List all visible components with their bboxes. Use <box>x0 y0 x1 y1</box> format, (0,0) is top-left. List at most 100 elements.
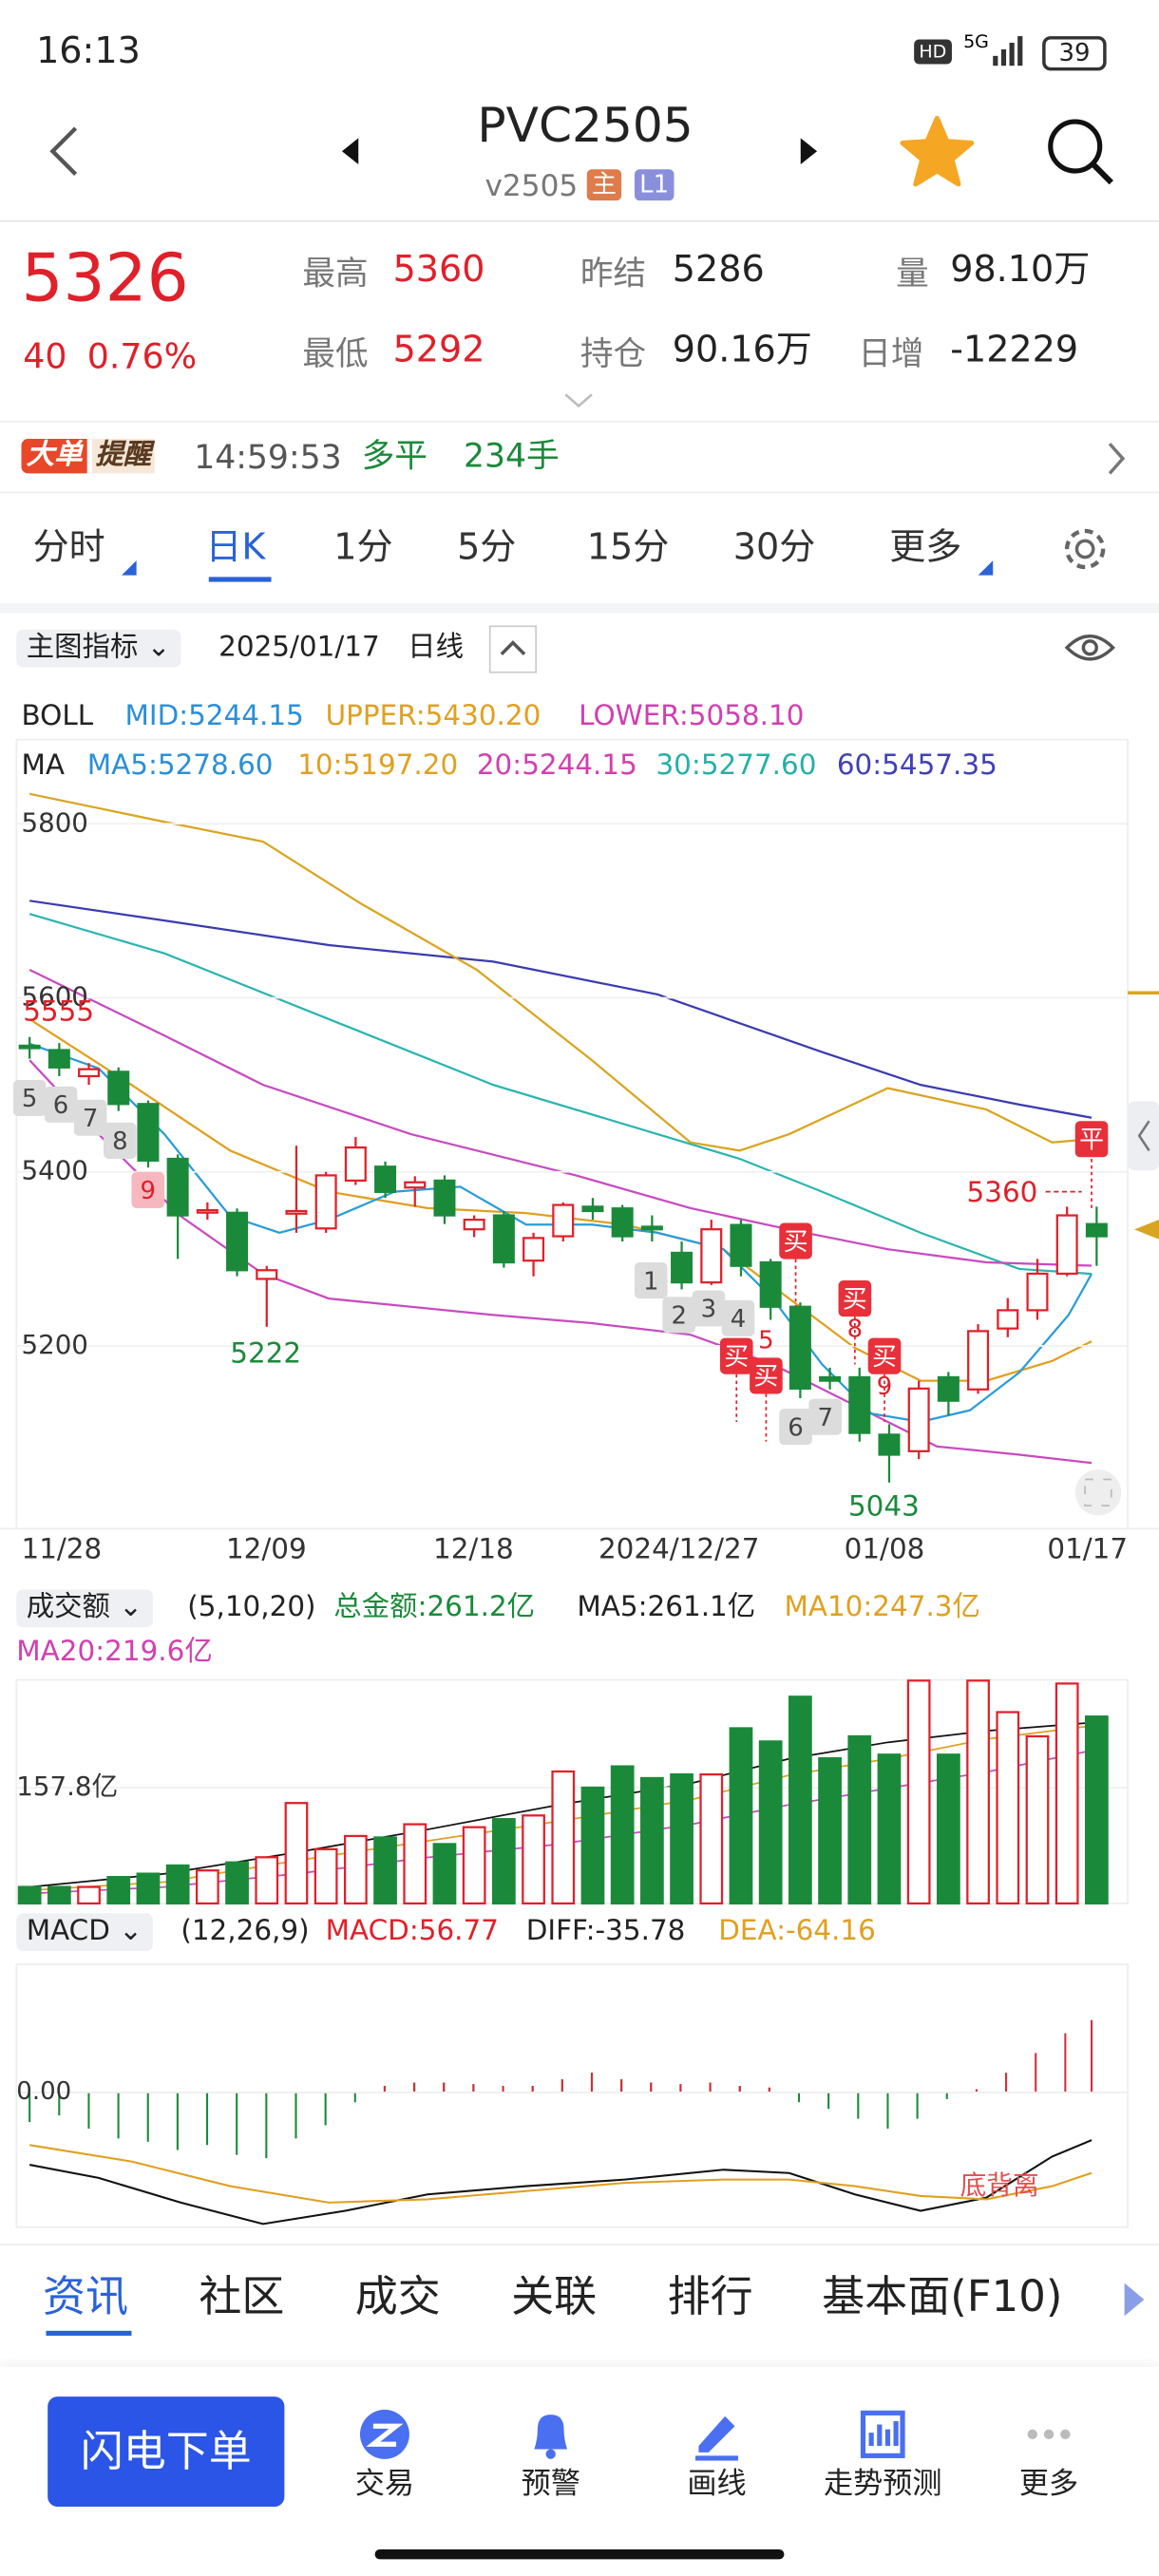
candle-body <box>878 1433 901 1456</box>
candle-body <box>374 1165 397 1193</box>
side-tab-arrow <box>1137 1120 1150 1152</box>
fullscreen-icon <box>1084 1478 1112 1507</box>
info-tab[interactable]: 排行 <box>667 2273 753 2323</box>
period-tab-active[interactable]: 日K <box>205 527 266 569</box>
tabs-more[interactable] <box>1121 2282 1148 2318</box>
macd-frame <box>15 1963 1129 2228</box>
back-button[interactable] <box>43 122 92 180</box>
nav-item[interactable]: 走势预测 <box>823 2467 942 2502</box>
candle <box>671 1241 694 1290</box>
period-tab[interactable]: 30分 <box>732 527 816 569</box>
last-price: 5326 <box>21 241 189 317</box>
home-indicator <box>374 2549 785 2560</box>
volume-bar <box>610 1765 635 1905</box>
prev-contract[interactable] <box>338 137 365 166</box>
buy-signal: 买 <box>724 1343 749 1372</box>
candle-body <box>759 1260 782 1308</box>
candle-body <box>730 1223 752 1267</box>
volume-bar <box>255 1856 279 1905</box>
nav-item[interactable]: 更多 <box>1018 2467 1079 2502</box>
expand[interactable] <box>562 391 596 411</box>
candle <box>78 1063 101 1086</box>
info-tab[interactable]: 成交 <box>354 2273 441 2323</box>
candle <box>640 1215 663 1242</box>
candle-body <box>611 1207 634 1238</box>
status-time: 16:13 <box>36 30 141 73</box>
macd-select[interactable]: MACD ⌄ <box>16 1913 153 1952</box>
nav-item[interactable]: 画线 <box>687 2467 747 2502</box>
sequence-tag-box <box>73 1099 107 1136</box>
info-tab[interactable]: 关联 <box>511 2273 598 2323</box>
candle-body <box>581 1205 604 1213</box>
period-tab[interactable]: 1分 <box>333 527 393 569</box>
candle <box>492 1210 515 1268</box>
favorite-star[interactable] <box>900 115 976 187</box>
period-tab[interactable]: 5分 <box>457 527 517 569</box>
ma30: 30:5277.60 <box>656 749 817 783</box>
sequence-tag: 9 <box>877 1373 893 1401</box>
period-tab[interactable]: 15分 <box>586 527 670 569</box>
volume-bar <box>847 1734 872 1905</box>
macd-zero-label: 0.00 <box>16 2075 72 2106</box>
candle-body <box>196 1208 218 1214</box>
candle <box>433 1175 456 1224</box>
candle-body <box>848 1375 871 1434</box>
period-tab[interactable]: 更多 <box>889 527 962 569</box>
info-tab[interactable]: 社区 <box>199 2273 285 2323</box>
x-tick-label: 2024/12/27 <box>598 1533 760 1565</box>
volume-bar <box>1085 1715 1109 1905</box>
buy-signal-box <box>719 1337 753 1374</box>
candle <box>788 1302 811 1398</box>
info-tab-active[interactable]: 资讯 <box>42 2273 129 2323</box>
signal-icon: 5G <box>963 31 1023 66</box>
candle <box>1085 1206 1108 1266</box>
settings[interactable] <box>1060 524 1110 574</box>
y-tick-label: 5800 <box>21 806 87 838</box>
divergence-note: 底背离 <box>960 2169 1039 2202</box>
quick-order[interactable]: 闪电下单 <box>48 2396 285 2508</box>
volume-name: 成交额 <box>26 1591 110 1624</box>
indicator-select[interactable]: 主图指标 ⌄ <box>16 629 180 668</box>
candle <box>997 1297 1019 1337</box>
volume-bar <box>996 1711 1020 1905</box>
trade-icon <box>359 2409 409 2459</box>
macd-hist-neg <box>28 2073 948 2159</box>
alert-more[interactable] <box>1105 441 1128 477</box>
candle-body <box>671 1251 694 1284</box>
candle-body <box>492 1214 515 1264</box>
volume-bar <box>758 1740 783 1905</box>
volume-bar <box>639 1776 664 1905</box>
macd-hist-pos <box>383 2019 1093 2093</box>
volume-bar <box>17 1885 42 1905</box>
sequence-tag-box <box>779 1409 812 1446</box>
candle <box>848 1367 871 1442</box>
nav-item[interactable]: 交易 <box>354 2467 415 2502</box>
volume-bar <box>47 1885 71 1905</box>
candle-body <box>819 1375 842 1382</box>
ma60-line <box>28 900 1092 1119</box>
period-tab[interactable]: 分时 <box>32 527 105 569</box>
volume-bar <box>462 1826 486 1905</box>
candle-body <box>78 1068 101 1078</box>
field-label: 最高 <box>302 253 369 294</box>
ma-name: MA <box>21 749 66 783</box>
eye[interactable] <box>1064 628 1116 668</box>
nav-item[interactable]: 预警 <box>521 2467 580 2502</box>
info-tab[interactable]: 基本面(F10) <box>822 2273 1063 2323</box>
candle <box>256 1265 278 1327</box>
volume-bar <box>818 1757 842 1905</box>
indicator-label: 主图指标 <box>26 631 139 665</box>
volume-select[interactable]: 成交额 ⌄ <box>16 1589 153 1628</box>
candle <box>166 1154 189 1260</box>
fullscreen[interactable] <box>1074 1469 1122 1516</box>
candle <box>107 1067 130 1111</box>
candle-body <box>137 1103 160 1162</box>
candle-body <box>967 1330 990 1391</box>
search[interactable] <box>1044 115 1116 187</box>
collapse[interactable] <box>488 625 538 674</box>
field-value: 90.16万 <box>672 330 812 372</box>
sequence-tag-box <box>12 1079 47 1117</box>
next-contract[interactable] <box>796 137 823 166</box>
divider <box>0 491 1159 494</box>
side-tab[interactable] <box>1128 1101 1159 1171</box>
